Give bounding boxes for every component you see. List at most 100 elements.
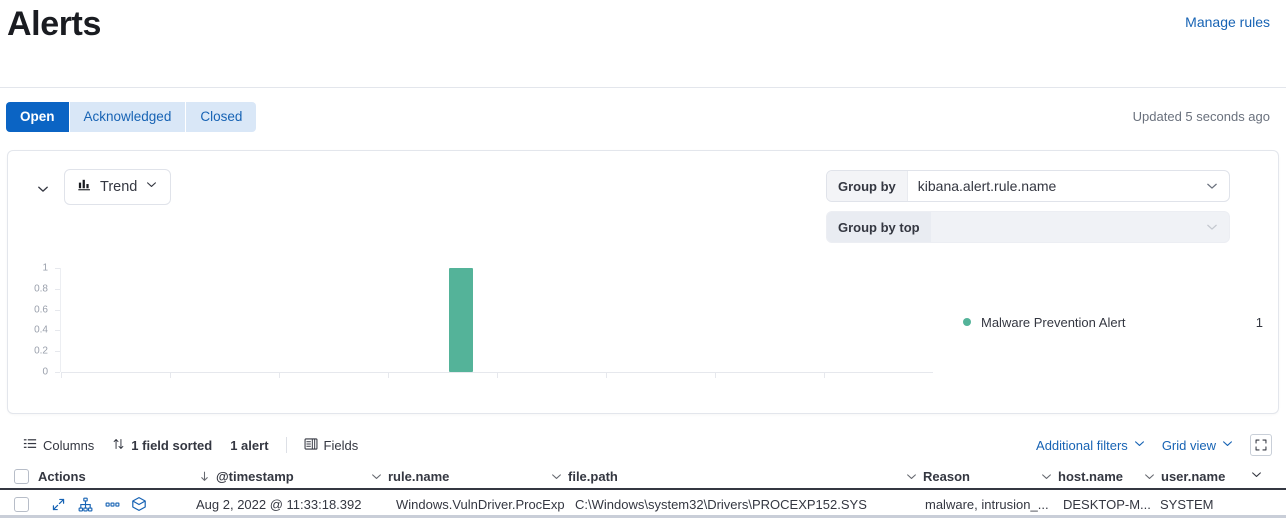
legend-item-label: Malware Prevention Alert: [981, 314, 1126, 330]
column-header-reason[interactable]: Reason: [905, 462, 1045, 490]
tab-open[interactable]: Open: [6, 102, 70, 132]
chevron-down-icon: [1221, 437, 1234, 453]
alerts-trend-chart: 0 0.2 0.4 0.6 0.8 1: [8, 256, 1280, 406]
column-header-file-path[interactable]: file.path: [550, 462, 910, 490]
column-header-user-name[interactable]: user.name: [1143, 462, 1258, 490]
y-axis-tick: [55, 351, 60, 353]
row-select-checkbox[interactable]: [14, 490, 38, 518]
group-by-label: Group by: [827, 171, 908, 201]
group-by-top-control[interactable]: Group by top: [826, 211, 1230, 243]
chart-bar[interactable]: [448, 268, 473, 372]
fields-button-label: Fields: [323, 437, 359, 453]
trend-select-button[interactable]: Trend: [64, 169, 172, 205]
additional-filters-button[interactable]: Additional filters: [1028, 437, 1154, 453]
checkbox-box: [14, 496, 29, 512]
columns-button-label: Columns: [43, 437, 95, 453]
chart-legend: Malware Prevention Alert 1: [963, 314, 1263, 330]
x-axis-line: [61, 372, 933, 373]
legend-color-dot: [963, 318, 971, 326]
x-axis-tick: [388, 373, 389, 378]
cell-user-name: SYSTEM: [1160, 496, 1214, 512]
y-axis-line: [60, 268, 61, 372]
chevron-down-icon: [1040, 470, 1053, 483]
chevron-down-icon[interactable]: [32, 178, 54, 200]
y-axis-tick: [55, 330, 60, 332]
legend-item-value: 1: [1255, 314, 1263, 330]
column-header-host-name-label: host.name: [1058, 468, 1124, 484]
fields-icon: [304, 437, 318, 454]
column-header-timestamp-label: @timestamp: [216, 468, 294, 484]
alert-count-text: 1 alert: [230, 437, 269, 453]
chart-plot-area: [61, 268, 933, 372]
cell-file-path: C:\Windows\system32\Drivers\PROCEXP152.S…: [575, 496, 867, 512]
cell-host-name: DESKTOP-M...: [1063, 496, 1151, 512]
tab-acknowledged[interactable]: Acknowledged: [70, 102, 187, 132]
bar-chart-icon: [77, 177, 92, 197]
tab-closed[interactable]: Closed: [200, 109, 243, 124]
chevron-down-icon: [1143, 470, 1156, 483]
chevron-down-icon: [1250, 468, 1263, 484]
sort-fields-button[interactable]: 1 field sorted: [103, 437, 221, 454]
chevron-down-icon[interactable]: [1205, 171, 1229, 201]
group-by-control[interactable]: Group by kibana.alert.rule.name: [826, 170, 1230, 202]
manage-rules-link[interactable]: Manage rules: [1185, 14, 1270, 30]
toolbar-divider: [285, 437, 287, 453]
y-axis-tick-label: 0.2: [34, 345, 48, 357]
session-view-icon[interactable]: [131, 496, 147, 512]
additional-filters-label: Additional filters: [1036, 437, 1128, 453]
grid-toolbar-left: Columns 1 field sorted 1 alert: [14, 430, 367, 460]
columns-icon: [23, 437, 37, 454]
x-axis-tick: [61, 373, 62, 378]
group-by-top-value[interactable]: [931, 212, 1205, 242]
x-axis-tick: [715, 373, 716, 378]
chevron-down-icon: [370, 470, 383, 483]
row-actions: [50, 490, 200, 518]
grid-view-label: Grid view: [1161, 437, 1216, 453]
chevron-down-icon: [145, 178, 158, 196]
status-tab-group: Open Acknowledged Closed: [6, 102, 257, 132]
y-axis-tick-label: 1: [42, 262, 48, 274]
more-actions-icon[interactable]: [104, 496, 120, 512]
column-header-rule-name[interactable]: rule.name: [370, 462, 570, 490]
grid-toolbar: Columns 1 field sorted 1 alert: [0, 430, 1286, 460]
expand-icon[interactable]: [50, 496, 66, 512]
legend-item[interactable]: Malware Prevention Alert 1: [963, 314, 1263, 330]
select-all-checkbox[interactable]: [14, 462, 38, 490]
last-updated-text: Updated 5 seconds ago: [1132, 109, 1270, 124]
column-header-actions[interactable]: Actions: [38, 468, 86, 484]
trend-chart-panel: Trend Group by kibana.alert.rule.name Gr…: [7, 150, 1279, 414]
chevron-down-icon: [905, 470, 918, 483]
column-header-host-name[interactable]: host.name: [1040, 462, 1155, 490]
sort-fields-label: 1 field sorted: [131, 437, 213, 453]
x-axis-tick: [824, 373, 825, 378]
page-header: Alerts Manage rules: [0, 0, 1286, 88]
sort-icon: [112, 437, 125, 454]
column-header-timestamp[interactable]: @timestamp: [198, 462, 390, 490]
analyzer-icon[interactable]: [77, 496, 93, 512]
column-header-user-name-menu[interactable]: [1250, 462, 1280, 490]
sort-desc-arrow-icon: [198, 470, 211, 483]
column-header-user-name-label: user.name: [1161, 468, 1226, 484]
grid-toolbar-right: Additional filters Grid view: [1028, 430, 1272, 460]
chevron-down-icon: [1133, 437, 1146, 453]
y-axis-tick-label: 0.8: [34, 283, 48, 295]
y-axis-tick: [55, 372, 60, 373]
group-by-value[interactable]: kibana.alert.rule.name: [917, 178, 1057, 194]
column-header-rule-name-label: rule.name: [388, 468, 450, 484]
checkbox-box: [14, 468, 29, 484]
alert-count-label: 1 alert: [221, 438, 277, 453]
grid-view-button[interactable]: Grid view: [1154, 437, 1242, 453]
columns-button[interactable]: Columns: [14, 437, 103, 454]
x-axis-tick: [497, 373, 498, 378]
table-row[interactable]: Aug 2, 2022 @ 11:33:18.392 Windows.VulnD…: [0, 490, 1286, 518]
chevron-down-icon[interactable]: [1205, 212, 1229, 242]
fields-button[interactable]: Fields: [295, 437, 368, 454]
y-axis-tick-label: 0.6: [34, 304, 48, 316]
y-axis-tick: [55, 288, 60, 290]
x-axis-tick: [279, 373, 280, 378]
group-by-top-label: Group by top: [827, 212, 931, 242]
fullscreen-icon[interactable]: [1250, 434, 1272, 456]
y-axis-tick-label: 0: [42, 366, 48, 378]
chevron-down-icon: [550, 470, 563, 483]
